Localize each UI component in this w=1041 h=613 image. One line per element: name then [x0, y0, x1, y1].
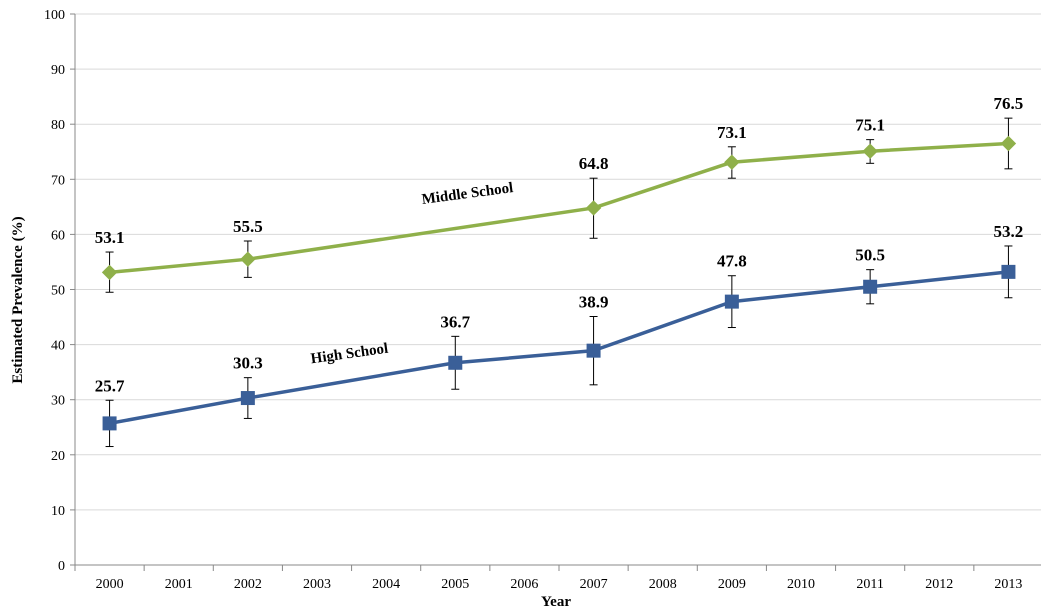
- series-line-middle-school: [109, 141, 1009, 275]
- data-label: 55.5: [233, 217, 263, 236]
- data-point-diamond: [585, 200, 602, 216]
- y-tick-label: 80: [51, 118, 65, 133]
- series-label-middle-school: Middle School: [421, 180, 514, 208]
- data-point-diamond: [862, 143, 878, 159]
- data-label: 76.5: [994, 94, 1024, 113]
- x-tick-label: 2003: [303, 577, 331, 592]
- data-label: 47.8: [717, 252, 747, 271]
- y-tick-label: 60: [51, 228, 65, 243]
- data-label: 36.7: [440, 312, 470, 331]
- data-point-square: [863, 279, 878, 294]
- data-label: 73.1: [717, 123, 747, 142]
- data-label: 38.9: [579, 292, 609, 311]
- x-tick-label: 2013: [994, 577, 1022, 592]
- data-point-square: [724, 294, 739, 309]
- data-point-square: [1001, 264, 1016, 279]
- data-point-diamond: [1000, 135, 1017, 152]
- data-point-square: [102, 416, 117, 431]
- y-tick-label: 0: [58, 559, 65, 574]
- data-label: 75.1: [855, 116, 885, 135]
- labels: 53.1 55.5 64.8 73.1 75.1 76.5 25.7 30.3 36.7 38.9…: [95, 94, 1024, 395]
- data-point-square: [586, 343, 601, 358]
- y-tick-label: 50: [51, 284, 65, 299]
- x-tick-label: 2010: [787, 577, 815, 592]
- y-tick-label: 70: [51, 173, 65, 188]
- x-tick-label: 2001: [165, 577, 193, 592]
- data-point-square: [448, 355, 463, 370]
- y-tick-label: 30: [51, 394, 65, 409]
- series-middle-school: [101, 117, 1017, 293]
- x-tick-label: 2012: [925, 577, 953, 592]
- x-tick-label: 2006: [510, 577, 538, 592]
- data-point-square: [240, 391, 255, 406]
- data-label: 53.2: [994, 222, 1024, 241]
- series: [101, 117, 1017, 448]
- x-axis-title: Year: [541, 594, 571, 610]
- data-label: 53.1: [95, 228, 125, 247]
- x-tick-label: 2004: [372, 577, 400, 592]
- x-tick-label: 2009: [718, 577, 746, 592]
- y-tick-label: 40: [51, 339, 65, 354]
- x-tick-label: 2000: [96, 577, 124, 592]
- y-axis-title: Estimated Prevalence (%): [10, 216, 26, 383]
- y-tick-label: 100: [44, 8, 65, 23]
- data-point-diamond: [101, 264, 118, 281]
- data-label: 50.5: [855, 246, 885, 265]
- x-tick-label: 2002: [234, 577, 262, 592]
- data-label: 25.7: [95, 376, 125, 395]
- x-tick-label: 2008: [649, 577, 677, 592]
- data-label: 64.8: [579, 154, 609, 173]
- y-tick-label: 10: [51, 504, 65, 519]
- axes: 0 10 20 30 40 50 60 70 80 90 100 2000 2001 2002 2003 20…: [44, 8, 1041, 592]
- series-high-school: [102, 245, 1016, 448]
- x-tick-label: 2007: [580, 577, 608, 592]
- data-label: 30.3: [233, 354, 263, 373]
- x-tick-label: 2011: [856, 577, 883, 592]
- y-tick-label: 90: [51, 63, 65, 78]
- x-tick-label: 2005: [441, 577, 469, 592]
- data-point-diamond: [240, 251, 256, 267]
- data-point-diamond: [724, 154, 740, 170]
- y-tick-label: 20: [51, 449, 65, 464]
